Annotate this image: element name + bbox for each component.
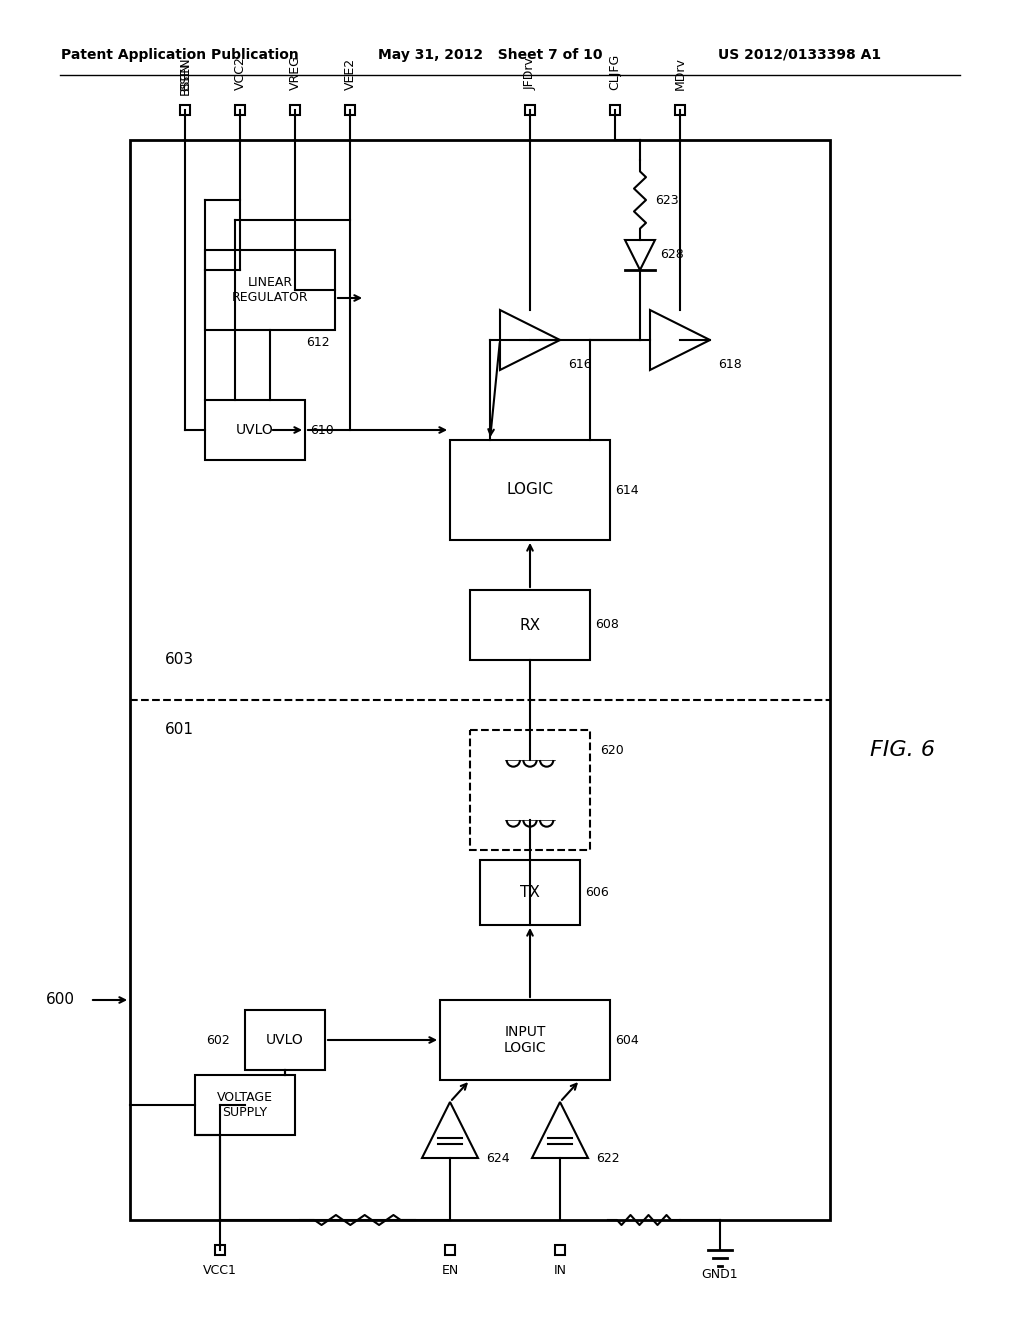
FancyBboxPatch shape (445, 1245, 455, 1255)
Text: 603: 603 (165, 652, 195, 668)
FancyBboxPatch shape (130, 140, 830, 1220)
FancyBboxPatch shape (450, 440, 610, 540)
Text: 600: 600 (46, 993, 75, 1007)
Text: BSEN: BSEN (178, 57, 191, 90)
Text: Patent Application Publication: Patent Application Publication (61, 48, 299, 62)
Text: 610: 610 (310, 424, 334, 437)
Text: VCC2: VCC2 (233, 57, 247, 90)
Text: LOGIC: LOGIC (507, 483, 554, 498)
Text: 608: 608 (595, 619, 618, 631)
FancyBboxPatch shape (555, 1245, 565, 1255)
FancyBboxPatch shape (234, 106, 245, 115)
FancyBboxPatch shape (290, 106, 300, 115)
Text: 601: 601 (165, 722, 194, 738)
Text: 606: 606 (585, 886, 608, 899)
Text: 614: 614 (615, 483, 639, 496)
Text: CLJFG: CLJFG (608, 54, 622, 90)
Text: JFDrv: JFDrv (523, 57, 537, 90)
FancyBboxPatch shape (195, 1074, 295, 1135)
Text: 628: 628 (660, 248, 684, 261)
Text: May 31, 2012   Sheet 7 of 10: May 31, 2012 Sheet 7 of 10 (378, 48, 602, 62)
Text: LINEAR
REGULATOR: LINEAR REGULATOR (231, 276, 308, 304)
Text: VREG: VREG (289, 55, 301, 90)
Text: TX: TX (520, 884, 540, 900)
FancyBboxPatch shape (675, 106, 685, 115)
FancyBboxPatch shape (180, 106, 190, 115)
Text: GND1: GND1 (701, 1269, 738, 1282)
Text: 624: 624 (486, 1151, 510, 1164)
FancyBboxPatch shape (525, 106, 535, 115)
FancyBboxPatch shape (480, 861, 580, 925)
FancyBboxPatch shape (245, 1010, 325, 1071)
Text: UVLO: UVLO (266, 1034, 304, 1047)
Text: US 2012/0133398 A1: US 2012/0133398 A1 (719, 48, 882, 62)
FancyBboxPatch shape (470, 730, 590, 850)
Text: 620: 620 (600, 743, 624, 756)
Text: VCC1: VCC1 (203, 1263, 237, 1276)
FancyBboxPatch shape (215, 1245, 225, 1255)
Text: 623: 623 (655, 194, 679, 206)
FancyBboxPatch shape (470, 590, 590, 660)
FancyBboxPatch shape (610, 106, 620, 115)
FancyBboxPatch shape (440, 1001, 610, 1080)
Text: 612: 612 (306, 335, 330, 348)
FancyBboxPatch shape (345, 106, 355, 115)
Text: MDrv: MDrv (674, 57, 686, 90)
FancyBboxPatch shape (205, 249, 335, 330)
FancyBboxPatch shape (205, 400, 305, 459)
Text: RX: RX (519, 618, 541, 632)
Text: 616: 616 (568, 359, 592, 371)
Text: 604: 604 (615, 1034, 639, 1047)
Text: FIG. 6: FIG. 6 (870, 741, 935, 760)
Text: VOLTAGE
SUPPLY: VOLTAGE SUPPLY (217, 1092, 273, 1119)
Text: 622: 622 (596, 1151, 620, 1164)
Text: INPUT
LOGIC: INPUT LOGIC (504, 1024, 547, 1055)
Text: 602: 602 (206, 1034, 230, 1047)
Text: 618: 618 (718, 359, 741, 371)
Text: BSEN: BSEN (178, 61, 191, 95)
Text: IN: IN (554, 1263, 566, 1276)
Text: VEE2: VEE2 (343, 58, 356, 90)
Text: UVLO: UVLO (237, 422, 273, 437)
Text: EN: EN (441, 1263, 459, 1276)
